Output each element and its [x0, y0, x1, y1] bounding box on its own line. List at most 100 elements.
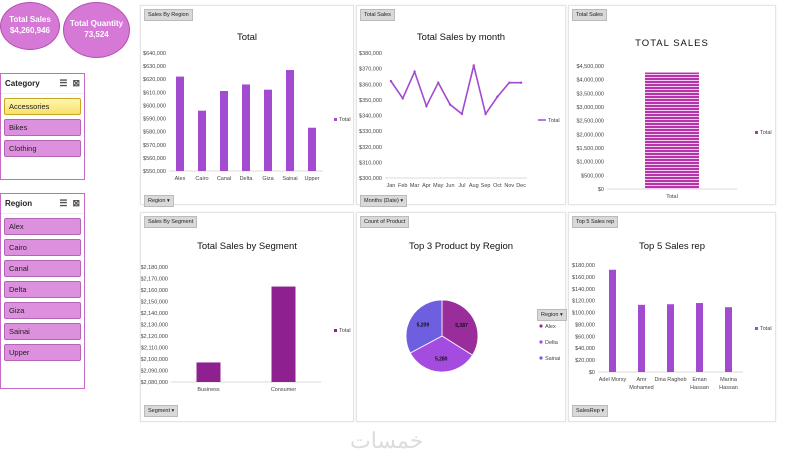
panel-tag: Sales By Region	[144, 9, 193, 21]
line-point	[519, 81, 523, 84]
legend-label: Total	[339, 117, 351, 123]
legend-label: Total	[548, 118, 560, 124]
y-tick-label: $500,000	[581, 173, 604, 179]
legend-label: Delta	[545, 340, 559, 346]
pie-data-label: 5,387	[455, 323, 468, 329]
region-item-sainai[interactable]: Sainai	[4, 323, 81, 340]
region-item-cairo[interactable]: Cairo	[4, 239, 81, 256]
multi-select-icon[interactable]: ☰	[59, 78, 68, 88]
bar	[271, 286, 296, 382]
kpi-total-sales: Total Sales $4,260,946	[0, 2, 60, 50]
legend-swatch	[755, 327, 758, 330]
region-legend-filter-button[interactable]: Region ▾	[537, 309, 567, 321]
category-slicer: Category ☰ ⊠ Accessories Bikes Clothing	[0, 73, 85, 180]
panel-sales-by-month: Total Sales Total Sales by month $300,00…	[356, 5, 566, 207]
y-tick-label: $2,180,000	[141, 265, 168, 271]
clear-filter-icon[interactable]: ⊠	[72, 78, 80, 88]
region-item-delta[interactable]: Delta	[4, 281, 81, 298]
chart-title: Total	[236, 32, 258, 43]
x-tick-label: Mohamed	[629, 385, 653, 391]
filter-label: Region	[541, 312, 559, 318]
y-tick-label: $0	[589, 370, 595, 376]
x-tick-label: Jul	[458, 183, 465, 189]
category-slicer-title: Category	[5, 79, 40, 88]
product-pie-chart: 5,387 5,280 5,209 Alex Delta Sainai	[405, 299, 560, 373]
category-item-clothing[interactable]: Clothing	[4, 140, 81, 157]
category-item-accessories[interactable]: Accessories	[4, 98, 81, 115]
legend-swatch	[334, 329, 337, 332]
y-tick-label: $380,000	[359, 51, 382, 57]
panel-total-sales: Total Sales TOTAL SALES $0 $500,000 $1,000…	[568, 5, 776, 205]
y-tick-label: $320,000	[359, 145, 382, 151]
y-tick-label: $2,150,000	[141, 300, 168, 306]
y-tick-label: $310,000	[359, 160, 382, 166]
panel-top-product-by-region: Count of Product Top 3 Product by Region…	[356, 212, 567, 422]
x-tick-label: Dec	[516, 183, 526, 189]
line-point	[401, 97, 404, 100]
x-tick-label: Delta	[240, 176, 254, 182]
bar	[220, 91, 228, 171]
panel-sales-by-region: Sales By Region Total $550,000 $560,000 $5…	[140, 5, 354, 207]
y-tick-label: $140,000	[572, 287, 595, 293]
line-point	[472, 64, 475, 67]
region-slicer-title: Region	[5, 199, 33, 208]
region-slicer-header: Region ☰ ⊠	[1, 194, 84, 214]
salesrep-filter-button[interactable]: SalesRep ▾	[572, 405, 609, 417]
x-tick-label: Feb	[398, 183, 407, 189]
panel-tag: Total Sales	[572, 9, 607, 21]
x-tick-label: Business	[197, 387, 220, 393]
x-tick-label: Dina Ragheb	[654, 377, 686, 383]
legend-label: Total	[339, 328, 351, 334]
x-tick-label: Adel Morsy	[599, 377, 627, 383]
x-tick-label: Apr	[422, 183, 431, 189]
y-tick-label: $580,000	[143, 130, 166, 136]
clear-filter-icon[interactable]: ⊠	[72, 198, 80, 208]
y-tick-label: $350,000	[359, 98, 382, 104]
x-tick-label: Marina	[720, 377, 738, 383]
y-tick-label: $0	[598, 187, 604, 193]
bar	[196, 362, 221, 382]
region-item-alex[interactable]: Alex	[4, 218, 81, 235]
legend-label: Total	[760, 326, 772, 332]
y-tick-label: $2,110,000	[141, 346, 168, 352]
legend-swatch	[539, 324, 543, 328]
kpi-total-quantity: Total Quantity 73,524	[63, 2, 130, 58]
region-item-canal[interactable]: Canal	[4, 260, 81, 277]
line-point	[496, 95, 499, 98]
y-tick-label: $570,000	[143, 143, 166, 149]
y-tick-label: $2,140,000	[141, 311, 168, 317]
x-tick-label: Eman	[692, 377, 706, 383]
bar	[286, 70, 294, 171]
y-tick-label: $340,000	[359, 114, 382, 120]
category-item-bikes[interactable]: Bikes	[4, 119, 81, 136]
x-tick-label: Sep	[481, 183, 491, 189]
x-tick-label: Mar	[410, 183, 420, 189]
y-tick-label: $2,170,000	[141, 277, 168, 283]
segment-filter-button[interactable]: Segment ▾	[144, 405, 179, 417]
months-filter-button[interactable]: Months (Date) ▾	[360, 195, 408, 207]
line-point	[389, 79, 393, 83]
region-filter-button[interactable]: Region ▾	[144, 195, 174, 207]
legend-label: Alex	[545, 324, 556, 330]
x-tick-label: Jan	[386, 183, 395, 189]
line-point	[508, 81, 511, 84]
legend-label: Sainai	[545, 356, 560, 362]
region-item-upper[interactable]: Upper	[4, 344, 81, 361]
chart-title: Top 5 Sales rep	[638, 241, 705, 252]
y-tick-label: $160,000	[572, 275, 595, 281]
x-tick-label: Jun	[446, 183, 455, 189]
y-tick-label: $550,000	[143, 169, 166, 175]
y-tick-label: $300,000	[359, 176, 382, 182]
watermark: خمسات	[350, 428, 424, 453]
y-tick-label: $2,120,000	[141, 334, 168, 340]
y-tick-label: $2,090,000	[141, 369, 168, 375]
category-slicer-header: Category ☰ ⊠	[1, 74, 84, 94]
multi-select-icon[interactable]: ☰	[59, 198, 68, 208]
region-item-giza[interactable]: Giza	[4, 302, 81, 319]
x-tick-label: Upper	[305, 176, 320, 182]
y-tick-label: $100,000	[572, 311, 595, 317]
y-tick-label: $560,000	[143, 156, 166, 162]
y-tick-label: $1,000,000	[576, 160, 604, 166]
y-tick-label: $640,000	[143, 51, 166, 57]
segment-bar-chart: $2,080,000 $2,090,000 $2,100,000 $2,110,000…	[141, 265, 351, 393]
